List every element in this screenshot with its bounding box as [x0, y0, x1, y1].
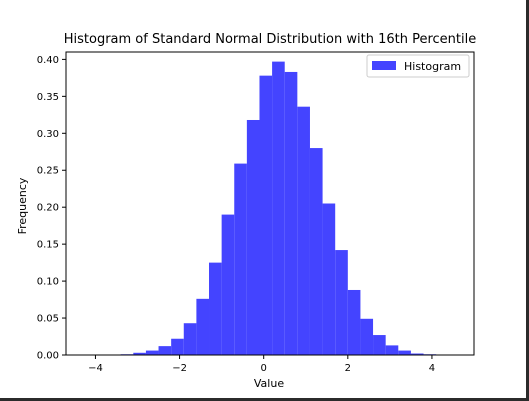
plot-area-frame	[65, 51, 475, 356]
histogram-bar	[347, 289, 361, 355]
histogram-bar	[171, 338, 184, 355]
histogram-bar	[221, 214, 235, 355]
x-axis-label: Value	[254, 377, 284, 390]
histogram-bar	[145, 350, 159, 355]
x-tick-label: −4	[88, 363, 103, 374]
x-tick-label: 0	[261, 363, 267, 374]
histogram-bar	[284, 71, 298, 355]
y-tick-label: 0.40	[37, 55, 59, 66]
x-tick-label: −2	[172, 363, 187, 374]
histogram-bar	[246, 119, 260, 356]
y-tick-label: 0.10	[37, 277, 59, 288]
y-tick-label: 0.00	[37, 351, 59, 362]
histogram-bar	[309, 148, 323, 355]
chart-title: Histogram of Standard Normal Distributio…	[64, 32, 477, 47]
y-tick-label: 0.35	[37, 92, 59, 103]
histogram-bar	[322, 203, 336, 355]
legend-box	[366, 54, 470, 78]
histogram-bars	[95, 61, 462, 356]
histogram-bar	[335, 250, 348, 355]
histogram-bar	[183, 323, 197, 355]
histogram-bar	[398, 350, 411, 355]
y-tick-label: 0.15	[37, 240, 59, 251]
histogram-bar	[360, 318, 374, 355]
histogram-bar	[158, 346, 172, 355]
legend: Histogram	[366, 54, 470, 78]
legend-swatch	[372, 61, 396, 70]
y-tick-label: 0.30	[37, 129, 59, 140]
histogram-bar	[133, 352, 146, 355]
histogram-bar	[234, 163, 247, 355]
histogram-bar	[297, 106, 310, 355]
y-axis-label: Frequency	[16, 177, 29, 234]
histogram-bar	[373, 335, 386, 355]
histogram-bar	[259, 75, 273, 356]
x-tick-label: 2	[345, 363, 351, 374]
histogram-bar	[385, 345, 399, 355]
y-tick-label: 0.05	[37, 314, 59, 325]
histogram-bar	[196, 298, 210, 355]
x-axis-ticks: −4 −2 0 2 4	[88, 355, 435, 374]
y-axis-ticks: 0.00 0.05 0.10 0.15 0.20 0.25 0.30 0.35 0.40	[37, 55, 66, 362]
x-tick-label: 4	[429, 363, 435, 374]
y-tick-label: 0.25	[37, 166, 59, 177]
legend-label: Histogram	[404, 60, 461, 73]
histogram-bar	[272, 61, 285, 356]
histogram-bar	[209, 262, 222, 355]
y-tick-label: 0.20	[37, 203, 59, 214]
histogram-bar	[410, 353, 424, 355]
